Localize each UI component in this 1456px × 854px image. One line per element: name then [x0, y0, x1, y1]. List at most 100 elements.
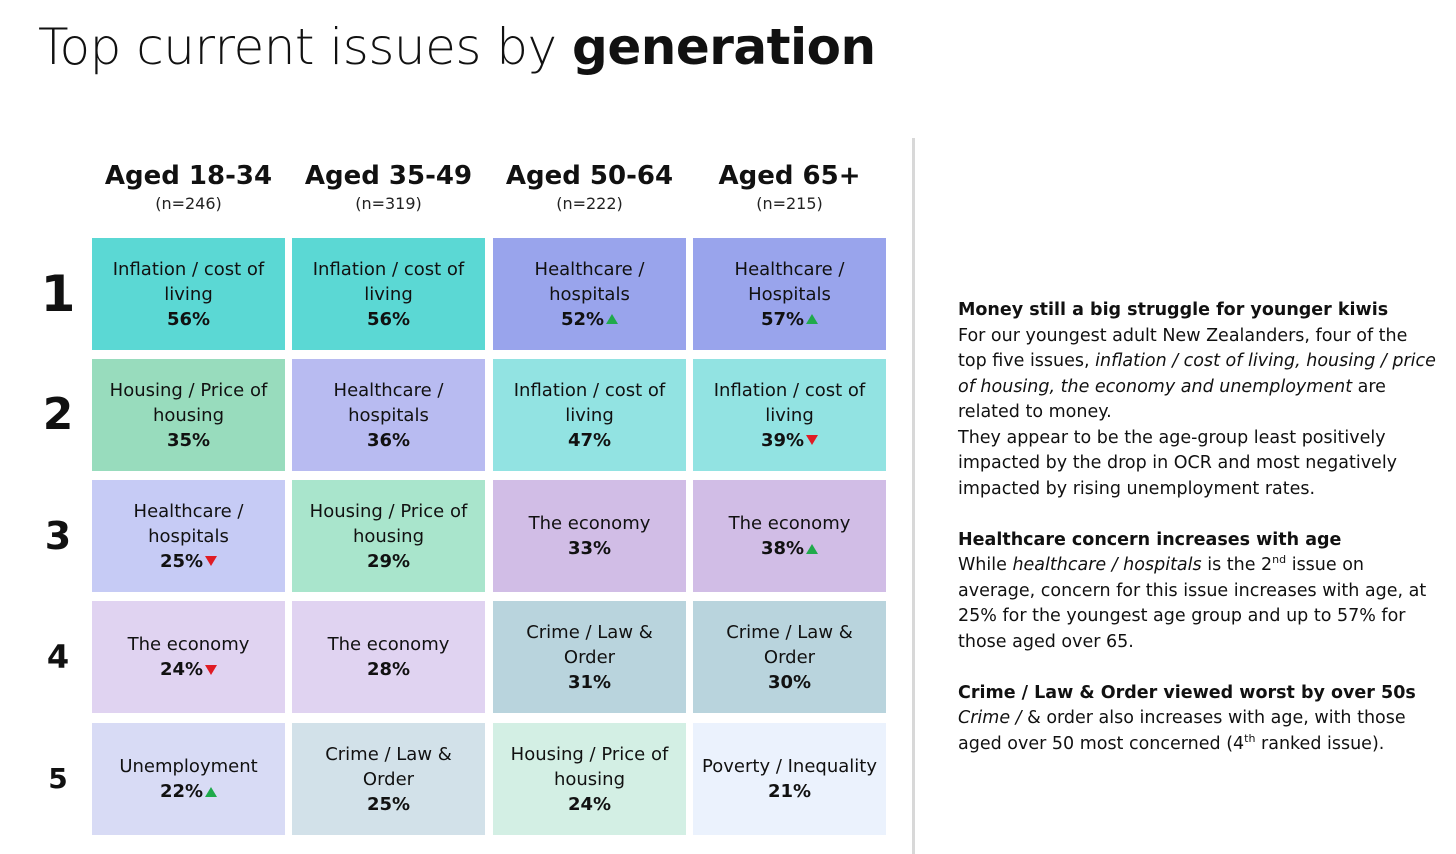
commentary-text: is the 2: [1201, 555, 1273, 575]
commentary-text: ranked issue).: [1255, 733, 1385, 754]
issue-percentage: 39%: [760, 428, 819, 453]
commentary-healthcare: Healthcare concern increases with age Wh…: [958, 528, 1438, 656]
commentary-text: While: [958, 555, 1013, 575]
issue-percentage-value: 21%: [767, 781, 812, 802]
issue-percentage-value: 36%: [366, 429, 411, 451]
issue-cell: Housing / Price of housing 24%: [493, 723, 686, 835]
issue-cell: The economy 33%: [493, 480, 686, 592]
issue-cell: Crime / Law & Order 30%: [693, 601, 886, 713]
commentary: Money still a big struggle for younger k…: [958, 298, 1438, 783]
title-regular: Top current issues by: [38, 18, 573, 76]
column-header-sample-size: (n=215): [756, 194, 823, 213]
column-header: Aged 65+ (n=215): [693, 158, 886, 214]
issue-label: Healthcare / hospitals: [534, 258, 645, 305]
commentary-text: & order also increases with age, with th…: [958, 708, 1406, 754]
issue-percentage: 56%: [167, 307, 210, 332]
column-header-label: Aged 35-49: [304, 161, 473, 191]
column-header-sample-size: (n=319): [355, 194, 422, 213]
issue-cell: Healthcare / hospitals 25%: [92, 480, 285, 592]
commentary-body: While healthcare / hospitals is the 2nd …: [958, 553, 1438, 655]
issue-percentage-value: 31%: [567, 671, 612, 693]
issue-label: Crime / Law & Order: [325, 743, 452, 790]
issue-cell: Inflation / cost of living 56%: [292, 238, 485, 350]
issue-percentage: 38%: [760, 536, 819, 561]
commentary-heading: Healthcare concern increases with age: [958, 529, 1342, 550]
commentary-italic: Crime /: [958, 708, 1022, 728]
issue-percentage-value: 38%: [760, 538, 805, 559]
issue-percentage: 47%: [568, 428, 611, 453]
issue-cell: Healthcare / hospitals 52%: [493, 238, 686, 350]
issue-cell: Healthcare / Hospitals 57%: [693, 238, 886, 350]
issue-label: Housing / Price of housing: [309, 500, 468, 547]
commentary-superscript: nd: [1272, 553, 1287, 567]
issue-percentage: 29%: [367, 549, 410, 574]
title-bold: generation: [572, 18, 876, 76]
trend-down-icon: [806, 435, 819, 445]
issue-percentage: 25%: [160, 549, 218, 574]
rank-number: 3: [44, 514, 72, 558]
issue-percentage-value: 24%: [159, 659, 204, 680]
issue-label: Unemployment: [119, 756, 258, 777]
commentary-italic: healthcare / hospitals: [1012, 555, 1202, 575]
commentary-money: Money still a big struggle for younger k…: [958, 298, 1438, 502]
issue-percentage: 28%: [367, 657, 410, 682]
issue-label: Inflation / cost of living: [513, 379, 666, 426]
issue-label: The economy: [127, 634, 250, 655]
commentary-heading: Money still a big struggle for younger k…: [958, 300, 1389, 320]
issue-percentage-value: 30%: [767, 671, 812, 693]
issue-label: Housing / Price of housing: [109, 379, 268, 426]
issue-cell: Crime / Law & Order 31%: [493, 601, 686, 713]
issue-label: Inflation / cost of living: [312, 258, 465, 305]
trend-up-icon: [806, 314, 819, 324]
issue-percentage: 52%: [560, 307, 619, 332]
issue-percentage: 57%: [761, 307, 819, 332]
trend-up-icon: [606, 314, 619, 324]
issue-label: Healthcare / hospitals: [333, 379, 444, 426]
rank-number: 2: [42, 389, 74, 440]
issue-label: The economy: [528, 513, 651, 534]
issue-label: The economy: [327, 634, 450, 655]
issue-percentage-value: 28%: [366, 659, 411, 680]
page-title: Top current issues by generation: [38, 18, 876, 76]
commentary-text: For our youngest adult New Zealanders, f…: [958, 325, 1408, 372]
issue-percentage: 21%: [768, 779, 811, 804]
commentary-text: are related to money.: [958, 376, 1386, 423]
issue-percentage-value: 39%: [760, 429, 805, 451]
issue-cell: Inflation / cost of living 56%: [92, 238, 285, 350]
issue-percentage-value: 47%: [567, 429, 612, 451]
issue-label: Poverty / Inequality: [702, 756, 877, 777]
issue-percentage-value: 24%: [567, 793, 612, 815]
divider: [912, 138, 915, 854]
trend-up-icon: [205, 786, 218, 797]
issue-cell: The economy 28%: [292, 601, 485, 713]
issue-cell: The economy 24%: [92, 601, 285, 713]
issue-percentage: 35%: [167, 428, 210, 453]
column-header-sample-size: (n=246): [155, 194, 222, 213]
issue-label: Crime / Law & Order: [726, 621, 853, 668]
commentary-body: Crime / & order also increases with age,…: [958, 706, 1438, 757]
commentary-text: issue on average, concern for this issue…: [958, 555, 1427, 652]
issue-label: Housing / Price of housing: [510, 743, 669, 790]
column-header: Aged 50-64 (n=222): [493, 158, 686, 214]
rank-number: 1: [40, 265, 76, 323]
issue-percentage-value: 22%: [159, 781, 204, 802]
issue-percentage-value: 56%: [366, 308, 411, 330]
column-header: Aged 35-49 (n=319): [292, 158, 485, 214]
issue-percentage-value: 25%: [366, 793, 411, 815]
issue-cell: The economy 38%: [693, 480, 886, 592]
issue-percentage: 56%: [367, 307, 410, 332]
column-header-sample-size: (n=222): [556, 194, 623, 213]
issue-percentage: 24%: [159, 657, 218, 682]
issue-percentage-value: 52%: [560, 308, 605, 330]
issue-label: Healthcare / Hospitals: [734, 258, 845, 305]
column-header: Aged 18-34 (n=246): [92, 158, 285, 214]
issue-percentage: 36%: [367, 428, 410, 453]
issue-percentage: 31%: [568, 670, 611, 695]
commentary-superscript: th: [1244, 731, 1256, 745]
column-header-label: Aged 18-34: [104, 161, 273, 191]
trend-up-icon: [806, 543, 819, 554]
commentary-italic: inflation / cost of living, housing / pr…: [958, 351, 1436, 397]
issue-percentage: 25%: [367, 792, 410, 817]
commentary-crime: Crime / Law & Order viewed worst by over…: [958, 681, 1438, 758]
issue-cell: Unemployment 22%: [92, 723, 285, 835]
